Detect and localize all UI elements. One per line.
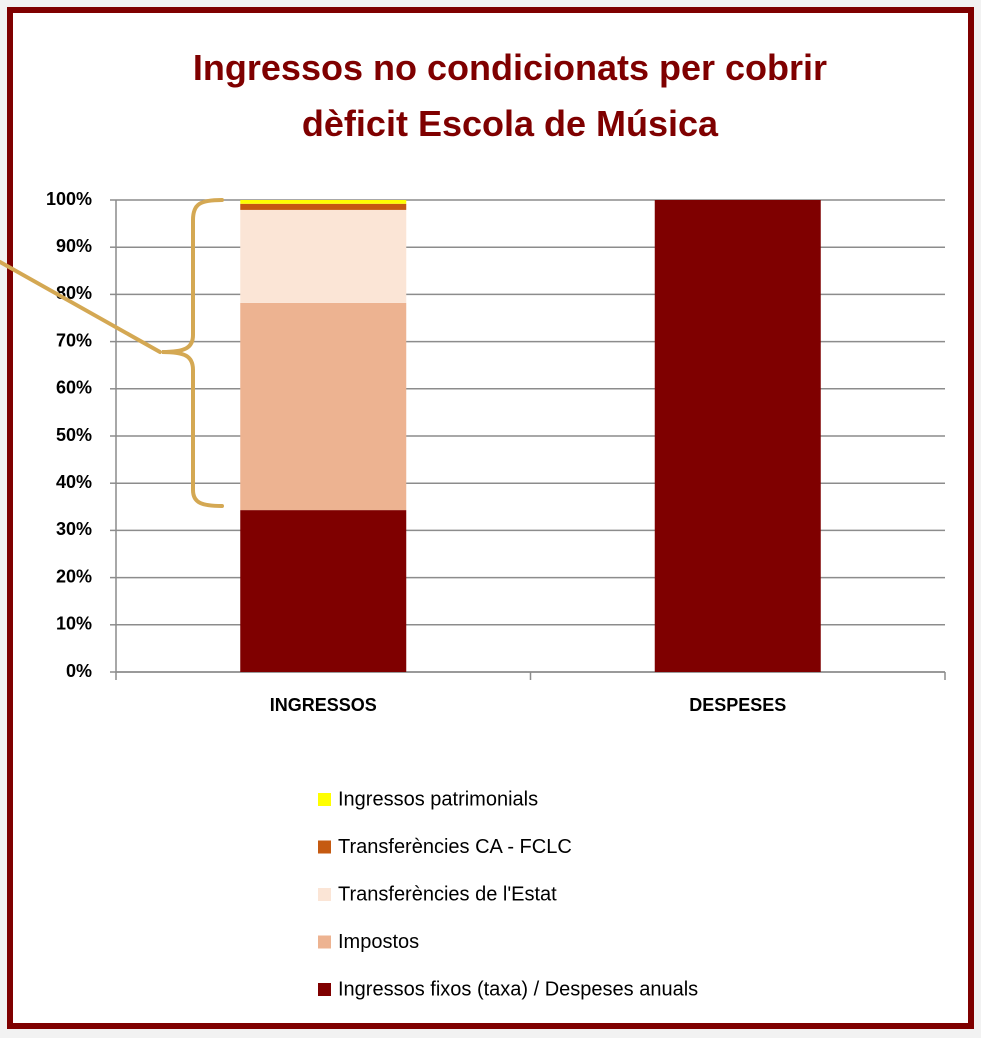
x-tick-label: DESPESES [689, 695, 786, 715]
chart-title: Ingressos no condicionats per cobrir dèf… [192, 47, 828, 144]
y-tick-label: 90% [56, 236, 92, 256]
legend-label: Transferències de l'Estat [338, 883, 557, 905]
legend-swatch [318, 935, 331, 949]
legend-swatch [318, 793, 331, 806]
y-tick-label: 40% [56, 472, 92, 492]
legend-swatch [318, 983, 331, 996]
bar-segment [240, 209, 407, 303]
y-tick-label: 30% [56, 519, 92, 539]
y-tick-label: 0% [66, 661, 92, 681]
legend-swatch [318, 888, 331, 901]
y-tick-label: 10% [56, 614, 92, 634]
y-tick-label: 20% [56, 566, 92, 586]
y-tick-label: 80% [56, 283, 92, 303]
bar-segment [240, 302, 407, 511]
x-tick-label: INGRESSOS [270, 695, 377, 715]
legend-swatch [318, 840, 331, 854]
bar-segment [240, 200, 407, 204]
legend-label: Ingressos patrimonials [338, 788, 538, 810]
bar-segment [240, 203, 407, 210]
plot: 0% 10% 20% 30% 40% 50% 60% 70% 80% 90% 100% INGRESS… [46, 189, 946, 715]
y-tick-label: 60% [56, 378, 92, 398]
y-tick-label: 50% [56, 425, 92, 445]
bar-segment [240, 510, 407, 672]
y-tick-label: 100% [46, 189, 92, 209]
pointer-line [0, 260, 162, 354]
y-tick-label: 70% [56, 330, 92, 350]
legend-label: Impostos [338, 931, 419, 953]
frame [7, 7, 974, 1029]
bracket-annotation [0, 198, 224, 508]
bar-segment [654, 200, 821, 672]
legend-label: Transferències CA - FCLC [338, 836, 572, 858]
legend-label: Ingressos fixos (taxa) / Despeses anuals [338, 978, 698, 1000]
